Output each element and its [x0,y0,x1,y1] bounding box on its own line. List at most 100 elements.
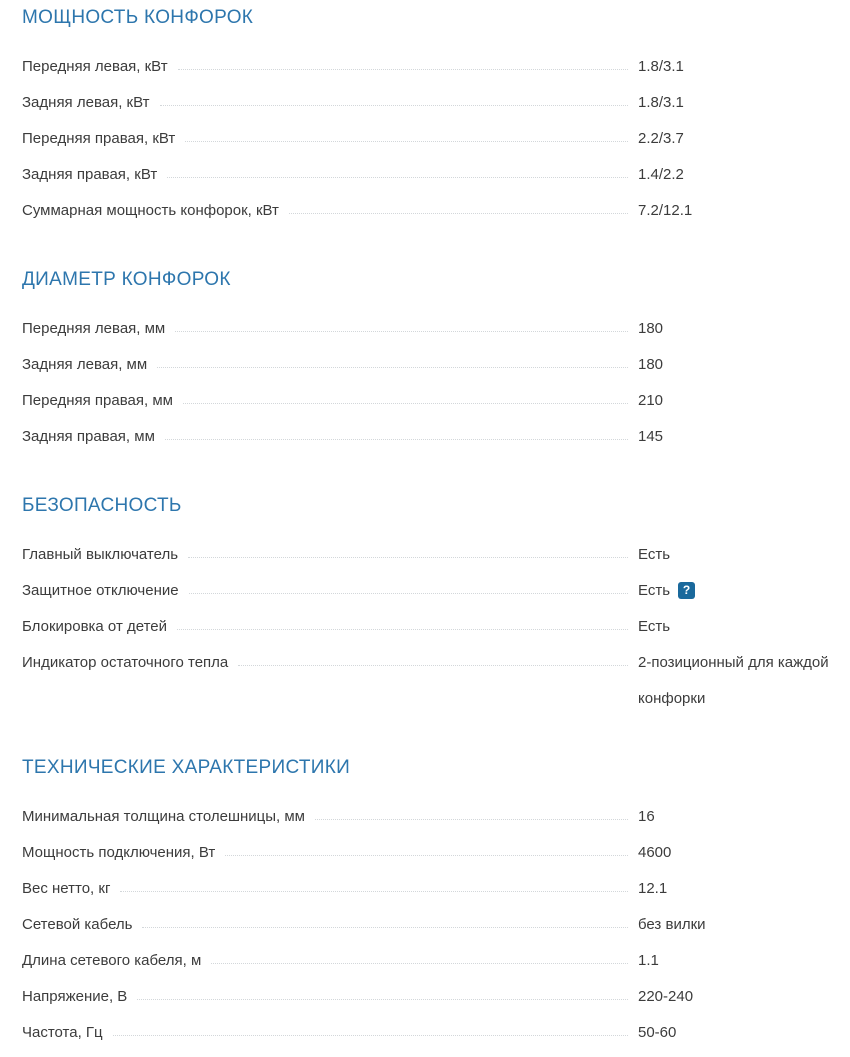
dotted-leader [288,213,628,214]
spec-value-text: 180 [638,320,664,337]
spec-value-text: 145 [638,428,664,445]
spec-value-cell: Есть? [638,573,845,609]
spec-label: Блокировка от детей [22,618,168,635]
spec-value-cell: 7.2/12.1 [638,193,845,229]
dotted-leader [182,403,628,404]
spec-value-text: 1.1 [638,952,659,969]
spec-section: ТЕХНИЧЕСКИЕ ХАРАКТЕРИСТИКИ Минимальная т… [22,757,845,1051]
spec-value-cell: 2.2/3.7 [638,121,845,157]
spec-row: Задняя левая, мм 180 [22,347,845,383]
spec-row: Напряжение, В 220-240 [22,979,845,1015]
spec-value-text: 7.2/12.1 [638,202,693,219]
spec-value-cell: 210 [638,383,845,419]
section-title: ДИАМЕТР КОНФОРОК [22,269,231,290]
spec-label: Суммарная мощность конфорок, кВт [22,202,279,219]
dotted-leader [238,665,628,666]
spec-label: Задняя левая, кВт [22,94,150,111]
spec-value-cell: 50-60 [638,1015,845,1051]
spec-label: Передняя левая, мм [22,320,166,337]
dotted-leader [175,331,628,332]
spec-value-cell: Есть [638,609,845,645]
dotted-leader [211,963,628,964]
spec-value-text: без вилки [638,916,706,933]
spec-row: Передняя левая, кВт 1.8/3.1 [22,49,845,85]
spec-value-text: 210 [638,392,664,409]
spec-row: Передняя левая, мм 180 [22,311,845,347]
dotted-leader [188,593,628,594]
dotted-leader [112,1035,628,1036]
spec-value-cell: 145 [638,419,845,455]
section-title: БЕЗОПАСНОСТЬ [22,495,182,516]
spec-value-text: 2.2/3.7 [638,130,684,147]
spec-row: Задняя правая, кВт 1.4/2.2 [22,157,845,193]
section-rows: Главный выключатель Есть Защитное отключ… [22,537,845,717]
spec-row: Защитное отключение Есть? [22,573,845,609]
spec-label: Передняя правая, кВт [22,130,176,147]
dotted-leader [137,999,628,1000]
dotted-leader [157,367,628,368]
spec-value-cell: 16 [638,799,845,835]
dotted-leader [142,927,628,928]
spec-value-text: 1.4/2.2 [638,166,684,183]
dotted-leader [225,855,628,856]
spec-value-cell: 2-позиционный для каждой конфорки [638,645,845,717]
spec-label: Передняя левая, кВт [22,58,168,75]
spec-row: Задняя левая, кВт 1.8/3.1 [22,85,845,121]
spec-row: Минимальная толщина столешницы, мм 16 [22,799,845,835]
spec-label: Длина сетевого кабеля, м [22,952,202,969]
spec-value-text: 16 [638,808,655,825]
spec-value-text: Есть [638,582,671,599]
spec-row: Задняя правая, мм 145 [22,419,845,455]
spec-label: Передняя правая, мм [22,392,173,409]
spec-label: Вес нетто, кг [22,880,111,897]
spec-label: Задняя левая, мм [22,356,148,373]
spec-value-cell: 180 [638,311,845,347]
spec-row: Передняя правая, кВт 2.2/3.7 [22,121,845,157]
dotted-leader [188,557,628,558]
spec-value-cell: 4600 [638,835,845,871]
spec-value-cell: 1.8/3.1 [638,49,845,85]
spec-label: Защитное отключение [22,582,179,599]
spec-value-cell: Есть [638,537,845,573]
spec-row: Индикатор остаточного тепла 2-позиционны… [22,645,845,717]
section-rows: Передняя левая, кВт 1.8/3.1 Задняя левая… [22,49,845,229]
spec-value-cell: 1.1 [638,943,845,979]
spec-row: Суммарная мощность конфорок, кВт 7.2/12.… [22,193,845,229]
spec-value-cell: 1.4/2.2 [638,157,845,193]
dotted-leader [177,629,628,630]
spec-row: Длина сетевого кабеля, м 1.1 [22,943,845,979]
spec-value-text: 12.1 [638,880,668,897]
spec-value-text: Есть [638,618,671,635]
spec-label: Мощность подключения, Вт [22,844,216,861]
spec-section: МОЩНОСТЬ КОНФОРОК Передняя левая, кВт 1.… [22,7,845,229]
dotted-leader [159,105,628,106]
spec-label: Частота, Гц [22,1024,103,1041]
spec-value-text: 180 [638,356,664,373]
spec-label: Главный выключатель [22,546,179,563]
spec-section: БЕЗОПАСНОСТЬ Главный выключатель Есть За… [22,495,845,717]
spec-value-cell: 220-240 [638,979,845,1015]
dotted-leader [315,819,628,820]
spec-value-cell: 180 [638,347,845,383]
spec-value-cell: без вилки [638,907,845,943]
section-title: МОЩНОСТЬ КОНФОРОК [22,7,254,28]
section-rows: Передняя левая, мм 180 Задняя левая, мм … [22,311,845,455]
spec-label: Сетевой кабель [22,916,133,933]
spec-row: Передняя правая, мм 210 [22,383,845,419]
spec-value-text: 1.8/3.1 [638,58,684,75]
spec-value-text: Есть [638,546,671,563]
spec-label: Задняя правая, кВт [22,166,158,183]
spec-label: Индикатор остаточного тепла [22,654,229,671]
spec-row: Вес нетто, кг 12.1 [22,871,845,907]
spec-label: Задняя правая, мм [22,428,155,445]
spec-value-text: 1.8/3.1 [638,94,684,111]
spec-value-text: 220-240 [638,988,694,1005]
dotted-leader [177,69,628,70]
spec-row: Главный выключатель Есть [22,537,845,573]
section-rows: Минимальная толщина столешницы, мм 16 Мо… [22,799,845,1051]
spec-value-text: 2-позиционный для каждой конфорки [638,654,829,707]
spec-value-text: 50-60 [638,1024,677,1041]
spec-row: Мощность подключения, Вт 4600 [22,835,845,871]
help-icon[interactable]: ? [678,582,696,599]
